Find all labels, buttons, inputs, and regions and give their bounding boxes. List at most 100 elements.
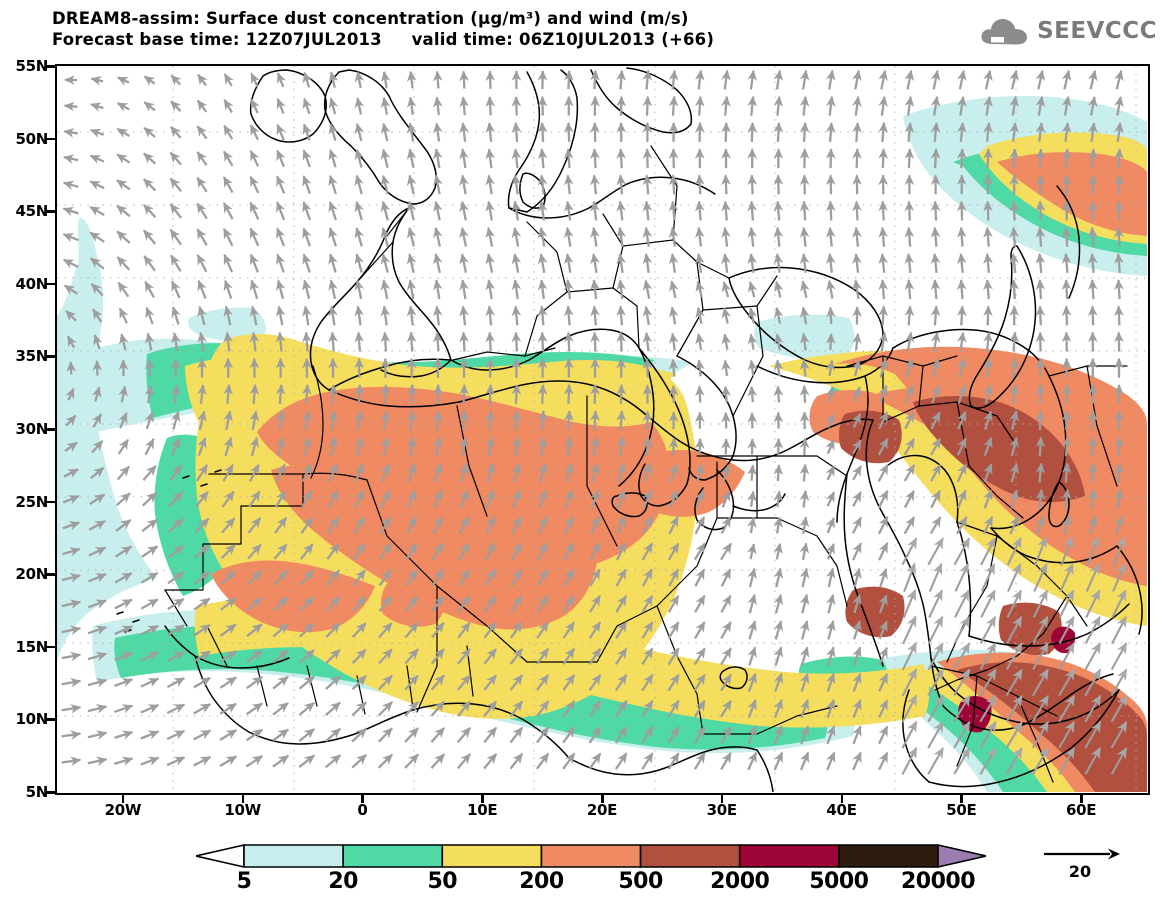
colorbar-under-swatch[interactable] bbox=[195, 844, 245, 868]
colorbar-swatch-6[interactable] bbox=[738, 844, 840, 868]
colorbar-swatch-1[interactable] bbox=[243, 844, 344, 868]
wind-arrow bbox=[197, 279, 207, 299]
wind-arrow bbox=[720, 568, 732, 587]
colorbar-swatch-5[interactable] bbox=[639, 844, 741, 868]
wind-arrow bbox=[668, 69, 679, 90]
wind-arrow bbox=[825, 465, 836, 481]
wind-arrow bbox=[459, 436, 469, 457]
wind-arrow bbox=[825, 412, 835, 428]
wind-arrow bbox=[799, 699, 810, 719]
wind-arrow bbox=[930, 252, 941, 274]
wind-arrow bbox=[354, 410, 364, 431]
wind-arrow bbox=[1061, 436, 1072, 457]
wind-arrow bbox=[667, 542, 680, 561]
colorbar-level-label: 20000 bbox=[900, 869, 976, 894]
wind-arrow bbox=[641, 568, 653, 587]
wind-arrow bbox=[193, 571, 211, 585]
wind-arrow bbox=[1009, 69, 1019, 90]
colorbar-over-swatch[interactable] bbox=[937, 844, 987, 868]
wind-arrow bbox=[325, 596, 341, 612]
wind-arrow bbox=[301, 410, 312, 431]
wind-arrow bbox=[194, 544, 210, 559]
wind-arrow bbox=[590, 226, 600, 247]
wind-arrow bbox=[878, 331, 888, 352]
wind-arrow bbox=[1009, 252, 1020, 274]
wind-arrow bbox=[405, 569, 419, 587]
wind-arrow bbox=[825, 491, 836, 507]
wind-arrow bbox=[668, 253, 679, 273]
colorbar-swatch-4[interactable] bbox=[540, 844, 642, 868]
wind-arrow bbox=[168, 491, 184, 507]
wind-arrow bbox=[720, 752, 732, 770]
wind-arrow bbox=[458, 516, 470, 535]
wind-arrow bbox=[641, 595, 654, 613]
wind-arrow bbox=[1087, 436, 1098, 457]
wind-arrow bbox=[1031, 747, 1049, 775]
wind-arrow bbox=[485, 489, 495, 509]
wind-arrow bbox=[904, 226, 915, 247]
wind-arrow bbox=[773, 516, 783, 534]
wind-arrow bbox=[983, 69, 993, 90]
wind-arrow bbox=[89, 257, 105, 270]
wind-arrow bbox=[615, 621, 628, 639]
wind-arrow bbox=[562, 752, 576, 770]
wind-arrow bbox=[353, 516, 366, 535]
wind-arrow bbox=[328, 97, 339, 115]
y-axis-tick-mark bbox=[46, 645, 55, 649]
wind-arrow bbox=[641, 621, 654, 639]
wind-arrow bbox=[249, 227, 260, 247]
wind-arrow bbox=[166, 650, 185, 663]
wind-arrow bbox=[219, 650, 237, 663]
wind-arrow bbox=[169, 203, 183, 219]
wind-arrow bbox=[483, 726, 498, 744]
wind-arrow bbox=[851, 412, 862, 428]
wind-arrow bbox=[799, 121, 810, 142]
wind-arrow bbox=[459, 122, 469, 142]
wind-arrow bbox=[62, 180, 79, 191]
wind-arrow bbox=[1087, 122, 1098, 142]
wind-arrow bbox=[563, 568, 575, 587]
wind-arrow bbox=[721, 121, 731, 142]
wind-arrow bbox=[276, 98, 286, 114]
colorbar-swatch-2[interactable] bbox=[342, 844, 444, 868]
wind-arrow bbox=[223, 383, 233, 405]
wind-arrow bbox=[116, 256, 131, 271]
wind-arrow bbox=[249, 201, 260, 220]
wind-arrow bbox=[562, 647, 576, 665]
wind-arrow bbox=[1110, 720, 1128, 749]
wind-arrow bbox=[509, 621, 523, 639]
wind-arrow bbox=[537, 305, 548, 326]
wind-arrow bbox=[485, 331, 496, 352]
wind-arrow bbox=[720, 594, 732, 613]
y-axis-tick-label: 45N bbox=[15, 202, 48, 221]
wind-arrow bbox=[143, 75, 156, 86]
wind-arrow bbox=[721, 490, 731, 508]
wind-arrow bbox=[983, 410, 993, 431]
colorbar-level-label: 50 bbox=[427, 869, 458, 894]
wind-arrow bbox=[116, 204, 131, 218]
wind-arrow bbox=[614, 673, 628, 692]
map-plot-area[interactable] bbox=[55, 64, 1150, 795]
wind-arrow bbox=[272, 649, 289, 664]
wind-arrow bbox=[511, 383, 522, 404]
wind-arrow bbox=[980, 537, 996, 566]
wind-arrow bbox=[904, 279, 915, 300]
wind-arrow bbox=[93, 334, 103, 350]
wind-arrow bbox=[117, 76, 130, 86]
wind-arrow bbox=[1031, 720, 1049, 749]
colorbar-swatch-3[interactable] bbox=[441, 844, 543, 868]
wind-arrow bbox=[196, 228, 208, 246]
wind-arrow bbox=[510, 595, 523, 613]
wind-arrow bbox=[615, 647, 628, 665]
wind-arrow bbox=[927, 615, 944, 645]
wind-arrow bbox=[799, 437, 810, 456]
wind-arrow bbox=[116, 465, 130, 481]
wind-arrow bbox=[668, 437, 679, 456]
dust-concentration-field bbox=[57, 66, 1147, 792]
wind-arrow bbox=[276, 149, 286, 168]
colorbar-legend[interactable]: 5 20 50 200 500 2000 5000 20000 bbox=[195, 842, 987, 894]
colorbar-swatch-7[interactable] bbox=[838, 844, 939, 868]
wind-arrow bbox=[483, 674, 497, 691]
wind-arrow bbox=[459, 96, 469, 116]
wind-arrow bbox=[799, 332, 810, 351]
